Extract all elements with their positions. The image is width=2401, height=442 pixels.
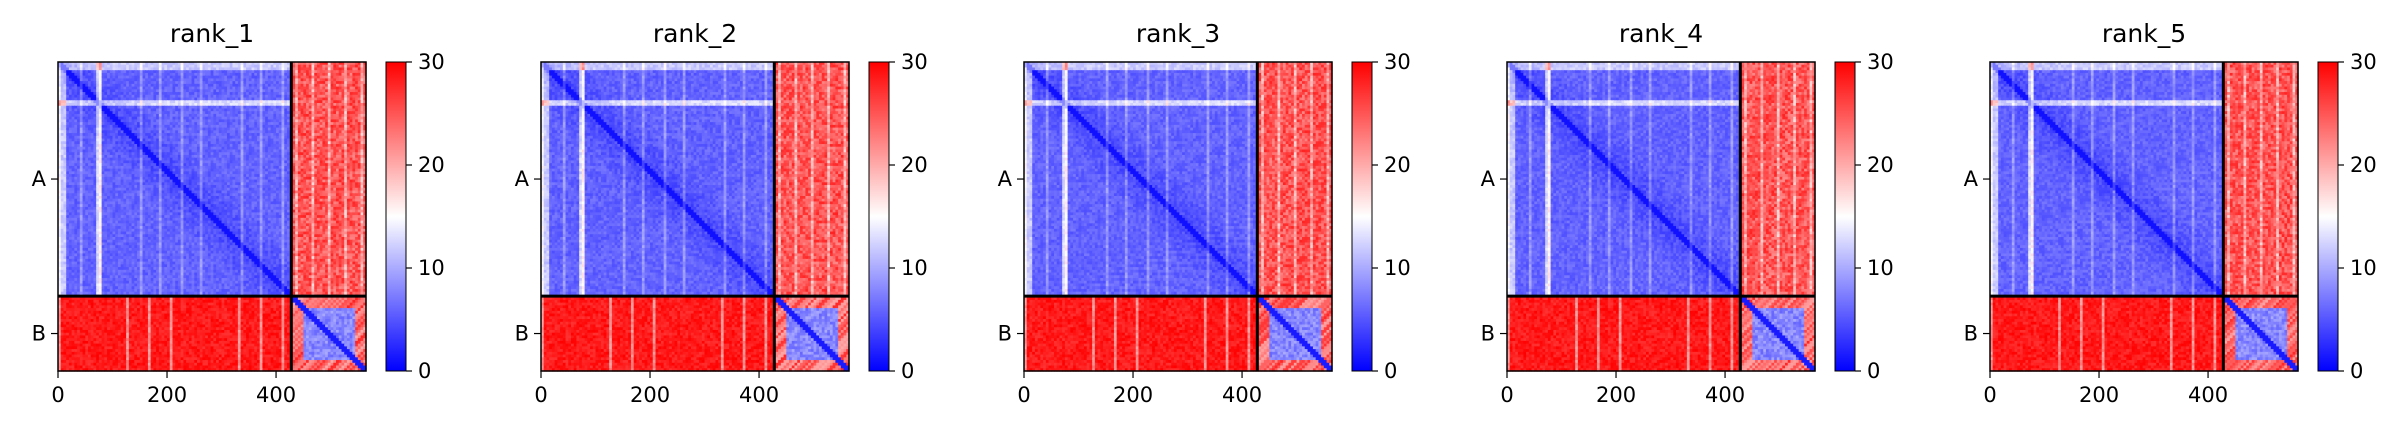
pae-heatmap	[58, 62, 367, 372]
